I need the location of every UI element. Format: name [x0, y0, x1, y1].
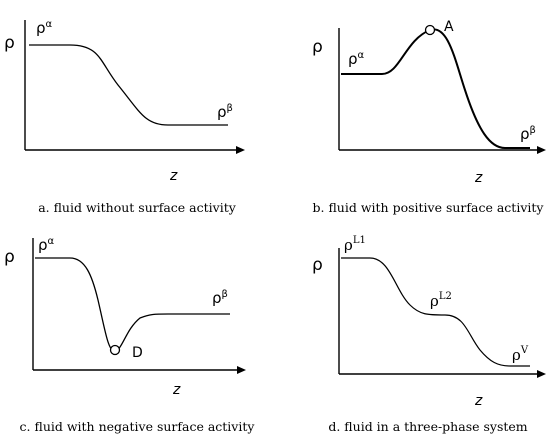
panel-b-rho-beta-label: ρβ: [520, 125, 536, 143]
panel-d-rho-v-label: ρV: [512, 345, 529, 364]
panel-a-y-axis-label: ρ: [4, 33, 15, 53]
panel-c-caption: c. fluid with negative surface activity: [20, 419, 256, 434]
panel-d-rho-l2-label: ρL2: [430, 291, 452, 310]
panel-b-point-a-label: A: [444, 19, 454, 35]
panel-c-y-axis-label: ρ: [4, 247, 15, 267]
panel-b-maximum-marker: [424, 24, 436, 36]
panel-b-y-axis-label: ρ: [312, 37, 323, 57]
panel-a-density-curve: [29, 44, 228, 126]
panel-c-density-curve: [35, 257, 230, 352]
panel-d-x-axis-arrow: [537, 370, 546, 378]
panel-b: ρ A ρα ρβ z b. fluid with positive surfa…: [312, 19, 546, 215]
panel-c-rho-alpha-label: ρα: [38, 236, 55, 254]
panel-b-caption: b. fluid with positive surface activity: [313, 200, 545, 215]
panel-a-rho-alpha-label: ρα: [36, 19, 53, 37]
panel-a-x-axis-arrow: [236, 146, 245, 154]
panel-b-x-axis-arrow: [537, 146, 546, 154]
panel-a: ρ ρα ρβ z a. fluid without surface activ…: [4, 19, 245, 215]
panel-a-x-axis-label: z: [169, 168, 178, 184]
panel-a-rho-beta-label: ρβ: [217, 103, 233, 121]
panel-d-caption: d. fluid in a three-phase system: [328, 419, 527, 434]
panel-c-rho-beta-label: ρβ: [212, 289, 228, 307]
panel-d-density-curve: [341, 257, 530, 367]
panel-b-rho-alpha-label: ρα: [348, 50, 365, 68]
panel-d-y-axis-label: ρ: [312, 255, 323, 275]
panel-c-minimum-marker: [109, 344, 121, 356]
panel-c: ρ D ρα ρβ z c. fluid with negative surfa…: [4, 236, 255, 434]
panel-c-point-d-label: D: [132, 345, 143, 361]
panel-c-x-axis-arrow: [237, 366, 246, 374]
panel-d-x-axis-label: z: [474, 393, 483, 409]
panel-b-x-axis-label: z: [474, 170, 483, 186]
panel-d: ρ ρL1 ρL2 ρV z d. fluid in a three-phase…: [312, 235, 546, 434]
panel-d-rho-l1-label: ρL1: [344, 235, 366, 254]
panel-a-caption: a. fluid without surface activity: [38, 200, 237, 215]
panel-c-x-axis-label: z: [172, 382, 181, 398]
panel-b-density-curve: [341, 28, 530, 149]
